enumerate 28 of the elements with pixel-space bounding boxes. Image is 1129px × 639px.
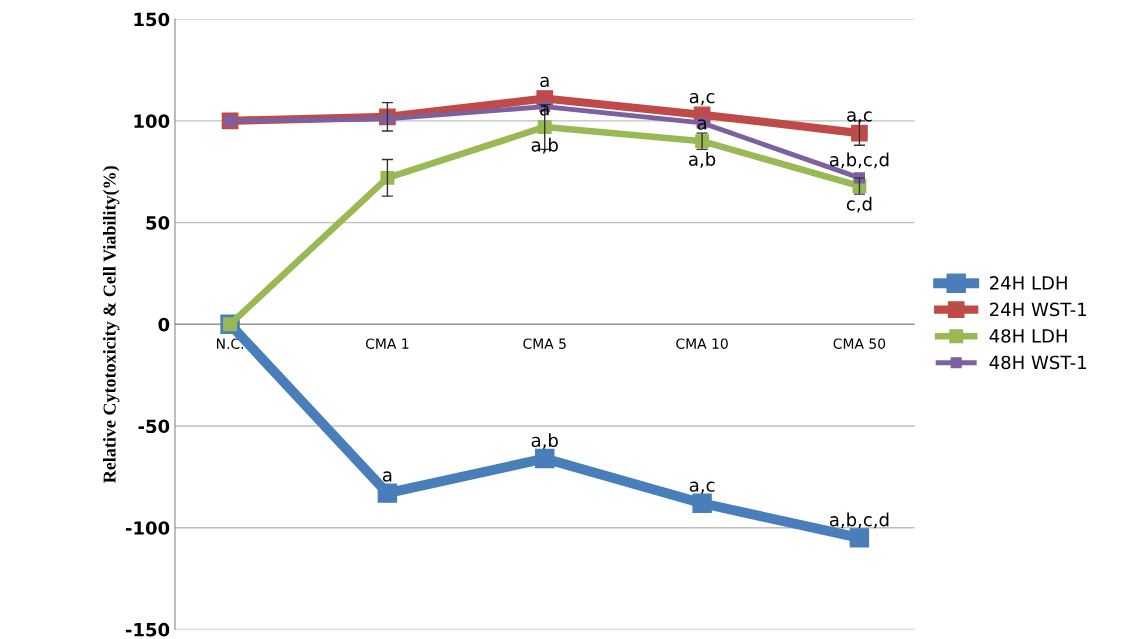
annotation: a,b,c,d bbox=[829, 512, 889, 529]
x-tick-label: CMA 1 bbox=[365, 338, 409, 349]
annotation: a,c bbox=[689, 92, 715, 106]
legend-label: 24H LDH bbox=[990, 276, 1067, 290]
annotation: a,b bbox=[689, 151, 716, 168]
y-tick-label: -150 bbox=[125, 622, 170, 637]
annotation: c,d bbox=[846, 196, 872, 213]
x-tick-label: N.C. bbox=[216, 338, 244, 349]
annotation: a,b,c,d bbox=[829, 152, 889, 169]
annotation: a,b bbox=[531, 433, 558, 449]
x-tick-label: CMA 10 bbox=[676, 338, 728, 349]
annotation: a,c bbox=[689, 481, 715, 494]
y-tick-label: 50 bbox=[146, 216, 170, 230]
legend-label: 48H LDH bbox=[989, 329, 1067, 343]
y-axis-title: Relative Cytotoxicity & Cell Viability(%) bbox=[102, 166, 120, 483]
legend-label: 24H WST-1 bbox=[990, 302, 1087, 317]
annotation: a bbox=[540, 76, 549, 88]
y-tick-label: -50 bbox=[138, 419, 170, 434]
y-tick-label: 0 bbox=[158, 317, 170, 332]
x-tick-label: CMA 50 bbox=[833, 338, 886, 349]
annotation: a bbox=[697, 119, 706, 130]
annotation: a bbox=[382, 471, 392, 482]
annotation: a,c bbox=[847, 111, 872, 124]
x-tick-label: CMA 5 bbox=[523, 338, 566, 349]
y-tick-label: -100 bbox=[125, 521, 170, 535]
legend-label: 48H WST-1 bbox=[989, 355, 1087, 370]
y-tick-label: 100 bbox=[134, 114, 170, 128]
y-tick-label: 150 bbox=[134, 12, 170, 27]
